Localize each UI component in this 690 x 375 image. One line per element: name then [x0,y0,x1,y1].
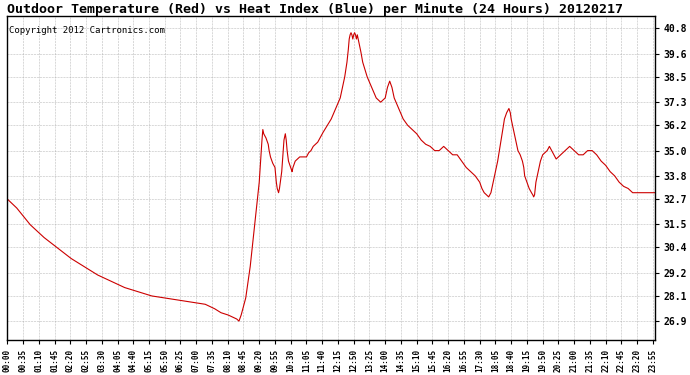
Text: Copyright 2012 Cartronics.com: Copyright 2012 Cartronics.com [8,26,164,34]
Text: Outdoor Temperature (Red) vs Heat Index (Blue) per Minute (24 Hours) 20120217: Outdoor Temperature (Red) vs Heat Index … [8,3,623,16]
